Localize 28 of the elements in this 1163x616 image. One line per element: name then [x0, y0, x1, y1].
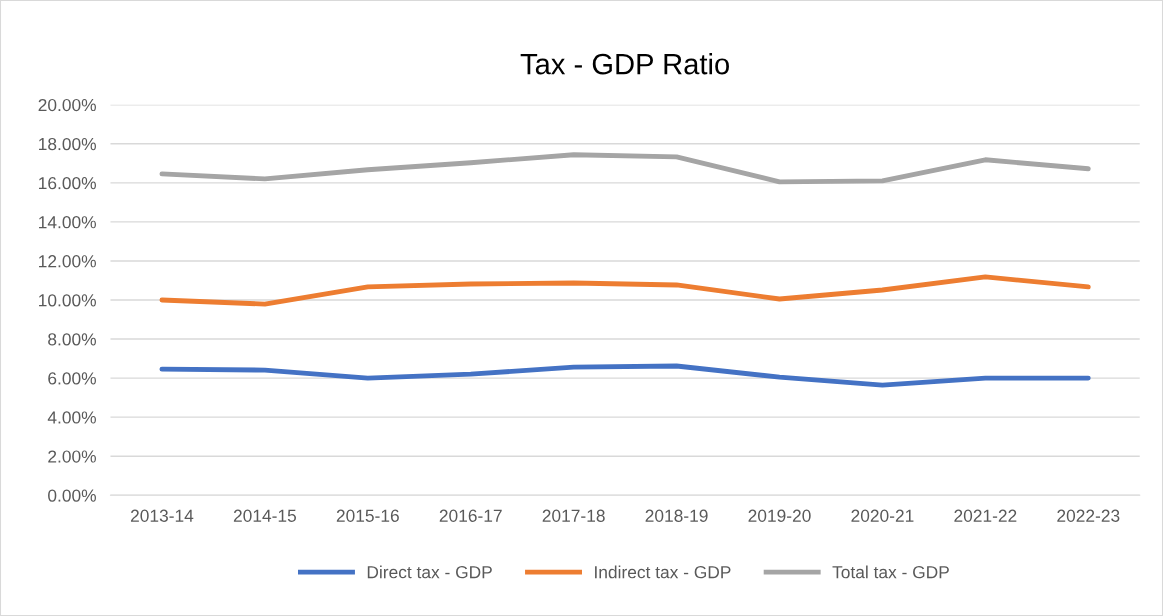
x-tick-label: 2017-18: [542, 509, 605, 522]
legend-label: Direct tax - GDP: [367, 565, 492, 579]
x-tick-label: 2018-19: [645, 509, 708, 522]
x-tick-label: 2021-22: [954, 509, 1017, 522]
y-tick-label: 4.00%: [47, 411, 96, 424]
x-tick-label: 2019-20: [748, 509, 811, 522]
y-tick-label: 12.00%: [39, 255, 96, 268]
y-tick-label: 14.00%: [39, 216, 96, 229]
x-tick-label: 2013-14: [130, 509, 194, 522]
chart-title: Tax - GDP Ratio: [520, 53, 729, 75]
y-tick-label: 10.00%: [39, 294, 96, 307]
y-tick-label: 18.00%: [39, 137, 96, 151]
x-tick-label: 2016-17: [439, 509, 502, 522]
y-tick-label: 0.00%: [48, 489, 96, 502]
x-tick-label: 2015-16: [336, 509, 399, 522]
legend-label: Total tax - GDP: [832, 565, 949, 579]
line-series: [159, 274, 1091, 307]
y-tick-label: 16.00%: [39, 177, 96, 190]
y-tick-label: 20.00%: [38, 98, 96, 112]
x-tick-label: 2022-23: [1057, 509, 1120, 522]
y-tick-label: 8.00%: [48, 333, 96, 346]
line-series: [159, 363, 1091, 388]
x-tick-label: 2014-15: [233, 509, 297, 522]
y-tick-label: 6.00%: [48, 372, 96, 385]
y-tick-label: 2.00%: [48, 450, 96, 463]
legend-label: Indirect tax - GDP: [595, 565, 731, 579]
x-tick-label: 2020-21: [851, 509, 914, 522]
line-series: [159, 152, 1091, 185]
